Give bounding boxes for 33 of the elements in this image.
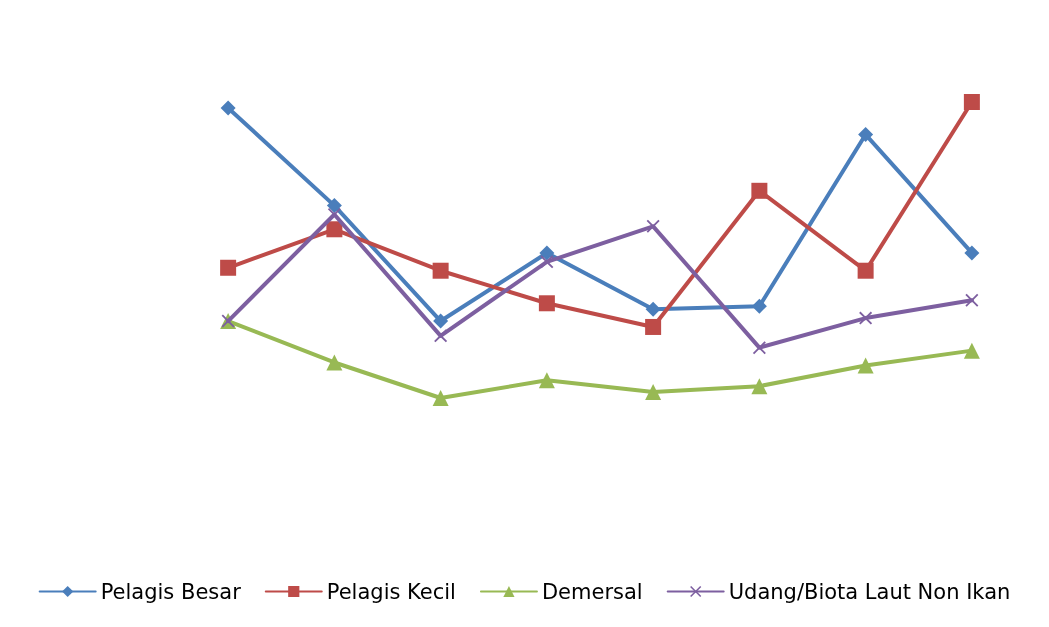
point [751,378,768,395]
point [433,313,449,329]
point [434,329,448,343]
point [432,262,449,279]
legend-label: Demersal [541,579,643,604]
point [326,221,343,238]
point [540,255,554,269]
point [963,94,980,110]
point [965,293,979,307]
point [432,390,449,406]
point [646,219,660,233]
point [538,295,555,312]
point [645,384,662,401]
legend-label: Pelagis Besar [100,579,242,604]
point [964,245,980,261]
legend-label: Pelagis Kecil [326,579,456,604]
point [963,342,980,359]
legend-label: Udang/Biota Laut Non Ikan [728,579,1011,604]
point [539,245,555,261]
point [538,372,555,389]
point [857,262,874,279]
point [326,198,342,214]
point [751,182,768,199]
point [645,301,661,317]
point [220,100,236,116]
point [751,298,767,314]
point [220,259,237,276]
point [752,341,766,355]
point [857,357,874,374]
point [326,354,343,371]
point [858,127,874,143]
point [645,318,662,335]
point [859,311,873,325]
